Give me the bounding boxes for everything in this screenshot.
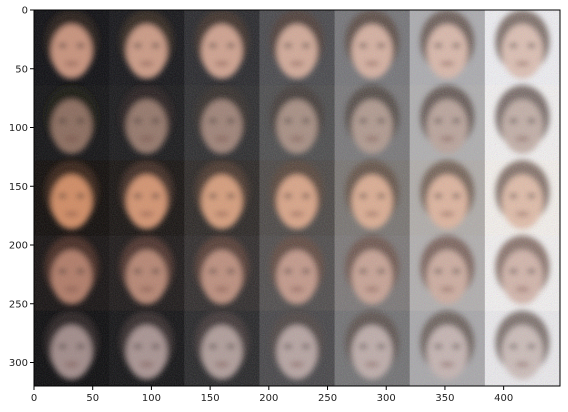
face-tile bbox=[409, 160, 486, 237]
face-tile bbox=[34, 235, 110, 312]
x-tick-label: 50 bbox=[86, 393, 99, 404]
face-tile bbox=[409, 235, 486, 312]
y-tick-label: 300 bbox=[9, 358, 28, 369]
x-tick-label: 150 bbox=[201, 393, 220, 404]
face-tile bbox=[484, 85, 560, 161]
face-tile bbox=[109, 10, 185, 86]
face-tile bbox=[184, 85, 260, 161]
y-tick-label: 200 bbox=[9, 241, 28, 252]
face-tile bbox=[334, 10, 411, 86]
y-tick-label: 100 bbox=[9, 123, 28, 134]
x-tick-label: 100 bbox=[142, 393, 161, 404]
face-tile bbox=[259, 85, 336, 161]
face-tile bbox=[484, 160, 560, 237]
x-axis: 0 50 100 150 200 250 300 350 400 bbox=[31, 386, 513, 404]
face-tile bbox=[484, 310, 560, 386]
y-tick-label: 250 bbox=[9, 299, 28, 310]
x-tick-label: 400 bbox=[494, 393, 513, 404]
face-tile bbox=[409, 10, 486, 86]
x-tick-label: 200 bbox=[259, 393, 278, 404]
face-tile bbox=[109, 160, 185, 237]
face-tile bbox=[259, 160, 336, 237]
face-tile bbox=[259, 10, 336, 86]
face-tile bbox=[184, 10, 260, 86]
face-tile bbox=[409, 85, 486, 161]
image-tiles bbox=[34, 10, 560, 386]
x-tick-label: 250 bbox=[318, 393, 337, 404]
y-tick-label: 50 bbox=[15, 64, 28, 75]
face-tile bbox=[259, 235, 336, 312]
face-tile bbox=[184, 310, 260, 386]
y-tick-label: 0 bbox=[22, 6, 28, 17]
face-tile bbox=[34, 10, 110, 86]
face-tile bbox=[34, 310, 110, 386]
face-tile bbox=[484, 10, 560, 86]
face-tile bbox=[334, 160, 411, 237]
x-tick-label: 350 bbox=[435, 393, 454, 404]
face-tile bbox=[109, 235, 185, 312]
face-tile bbox=[184, 160, 260, 237]
face-tile bbox=[34, 85, 110, 161]
y-tick-label: 150 bbox=[9, 182, 28, 193]
face-tile bbox=[334, 85, 411, 161]
face-tile bbox=[334, 310, 411, 386]
x-tick-label: 0 bbox=[31, 393, 37, 404]
x-tick-label: 300 bbox=[377, 393, 396, 404]
face-tile bbox=[484, 235, 560, 312]
face-tile bbox=[109, 85, 185, 161]
face-tile bbox=[334, 235, 411, 312]
face-tile bbox=[184, 235, 260, 312]
y-axis: 0 50 100 150 200 250 300 bbox=[9, 6, 34, 369]
face-tile bbox=[259, 310, 336, 386]
face-tile bbox=[109, 310, 185, 386]
face-tile bbox=[34, 160, 110, 237]
plot-frame bbox=[33, 9, 561, 387]
face-tile bbox=[409, 310, 486, 386]
